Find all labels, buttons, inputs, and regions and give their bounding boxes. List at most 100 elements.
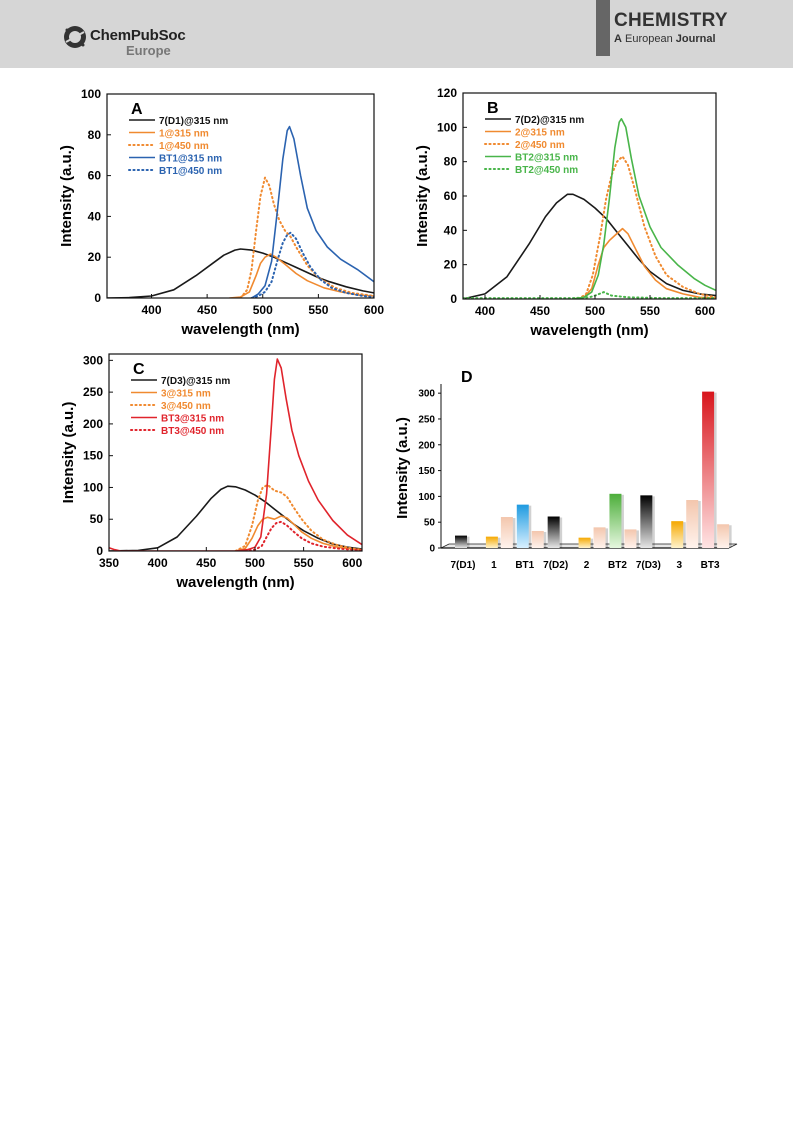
bar-side: [467, 536, 470, 548]
legend-entry: 7(D2)@315 nm: [515, 115, 584, 126]
journal-subtitle-end: Journal: [675, 33, 716, 45]
x-tick-label: 400: [475, 304, 495, 318]
y-tick-label: 200: [83, 417, 103, 431]
y-tick-label: 0: [450, 292, 457, 306]
bar-side: [636, 530, 639, 548]
legend-entry: 1@315 nm: [159, 129, 209, 140]
series-line-b-2: [577, 155, 716, 299]
x-category-label: BT3: [701, 560, 720, 571]
bar-side: [714, 392, 717, 548]
y-tick-label: 40: [444, 223, 458, 237]
bar-side: [698, 501, 701, 548]
y-tick-label: 40: [88, 209, 102, 223]
x-axis-title: wavelength (nm): [175, 574, 294, 591]
bar: [455, 535, 467, 548]
bar-side: [605, 528, 609, 548]
bar: [671, 521, 684, 548]
panel-label: A: [131, 101, 143, 118]
bar: [609, 493, 622, 548]
series-line-c-0: [109, 485, 362, 551]
bar: [516, 504, 529, 548]
journal-title: CHEMISTRY: [614, 10, 728, 31]
y-tick-label: 80: [88, 128, 102, 142]
y-tick-label: 250: [418, 414, 435, 425]
legend-entry: 7(D3)@315 nm: [161, 376, 230, 387]
bar-side: [512, 518, 516, 548]
bar-side: [621, 494, 624, 548]
publisher-logo: ChemPubSoc Europe: [62, 24, 186, 58]
bar: [547, 516, 560, 548]
x-category-label: 2: [584, 560, 590, 571]
x-tick-label: 500: [253, 303, 273, 317]
legend-entry: 3@450 nm: [161, 401, 211, 412]
bar-side: [729, 525, 732, 548]
x-category-label: 7(D1): [450, 560, 475, 571]
y-tick-label: 50: [424, 518, 436, 529]
bar: [500, 517, 513, 548]
page-header: ChemPubSoc Europe CHEMISTRY A European J…: [0, 0, 793, 68]
series-line-c-2: [234, 483, 362, 551]
legend-entry: BT2@450 nm: [515, 165, 578, 176]
legend-entry: 2@450 nm: [515, 140, 565, 151]
x-axis-title: wavelength (nm): [529, 322, 648, 339]
y-tick-label: 50: [90, 512, 104, 526]
y-tick-label: 300: [83, 353, 103, 367]
panel-label: D: [461, 369, 473, 386]
bar: [593, 527, 606, 548]
y-axis-title: Intensity (a.u.): [414, 145, 431, 247]
x-category-label: 1: [491, 560, 497, 571]
y-axis-title: Intensity (a.u.): [58, 145, 75, 247]
publisher-region: Europe: [126, 43, 171, 58]
y-axis-title: Intensity (a.u.): [394, 417, 411, 519]
y-tick-label: 20: [88, 250, 102, 264]
y-tick-label: 20: [444, 258, 458, 272]
y-tick-label: 60: [444, 189, 458, 203]
series-line-a-3: [251, 125, 374, 298]
legend-entry: BT2@315 nm: [515, 153, 578, 164]
series-line-b-0: [463, 193, 716, 299]
x-tick-label: 400: [141, 303, 161, 317]
series-line-a-1: [229, 253, 374, 298]
legend-entry: 3@315 nm: [161, 389, 211, 400]
bar: [624, 529, 637, 548]
y-tick-label: 0: [94, 291, 101, 305]
series-line-c-1: [235, 515, 362, 551]
x-category-label: 7(D2): [543, 560, 568, 571]
x-tick-label: 450: [196, 556, 216, 570]
legend-entry: BT1@450 nm: [159, 166, 222, 177]
journal-subtitle-mid: European: [625, 33, 673, 45]
x-tick-label: 550: [294, 556, 314, 570]
bar-side: [559, 517, 563, 548]
bar: [686, 500, 699, 548]
x-category-label: BT1: [515, 560, 534, 571]
plot-frame: [106, 93, 375, 299]
legend-entry: 1@450 nm: [159, 141, 209, 152]
y-tick-label: 100: [81, 87, 101, 101]
y-tick-label: 100: [437, 120, 457, 134]
plot-frame: [462, 92, 717, 300]
x-tick-label: 500: [245, 556, 265, 570]
legend-entry: 7(D1)@315 nm: [159, 116, 228, 127]
bar: [485, 536, 498, 548]
journal-bar: [596, 0, 610, 56]
y-tick-label: 100: [418, 492, 435, 503]
journal-subtitle-prefix: A: [614, 33, 622, 45]
series-line-c-3: [109, 358, 362, 551]
bar: [640, 495, 653, 548]
series-line-a-0: [107, 248, 374, 298]
chart-a: 400 450 500 550 600 0 20 40 60 80 100 wavelength (n…: [58, 87, 384, 338]
bar-side: [683, 522, 686, 548]
bar-side: [528, 505, 532, 548]
series-line-b-3: [572, 118, 716, 299]
y-tick-label: 300: [418, 389, 435, 400]
panel-label: C: [133, 361, 145, 378]
x-tick-label: 450: [197, 303, 217, 317]
x-axis-title: wavelength (nm): [180, 321, 299, 338]
journal-subtitle: A European Journal: [614, 33, 716, 45]
publisher-name: ChemPubSoc: [90, 27, 186, 44]
chart-d: 0 50 100 150 200 250 300 Intensity (a.u.) D 7(D1)…: [394, 369, 738, 571]
legend-entry: 2@315 nm: [515, 128, 565, 139]
legend-entry: BT3@315 nm: [161, 414, 224, 425]
y-tick-label: 60: [88, 169, 102, 183]
